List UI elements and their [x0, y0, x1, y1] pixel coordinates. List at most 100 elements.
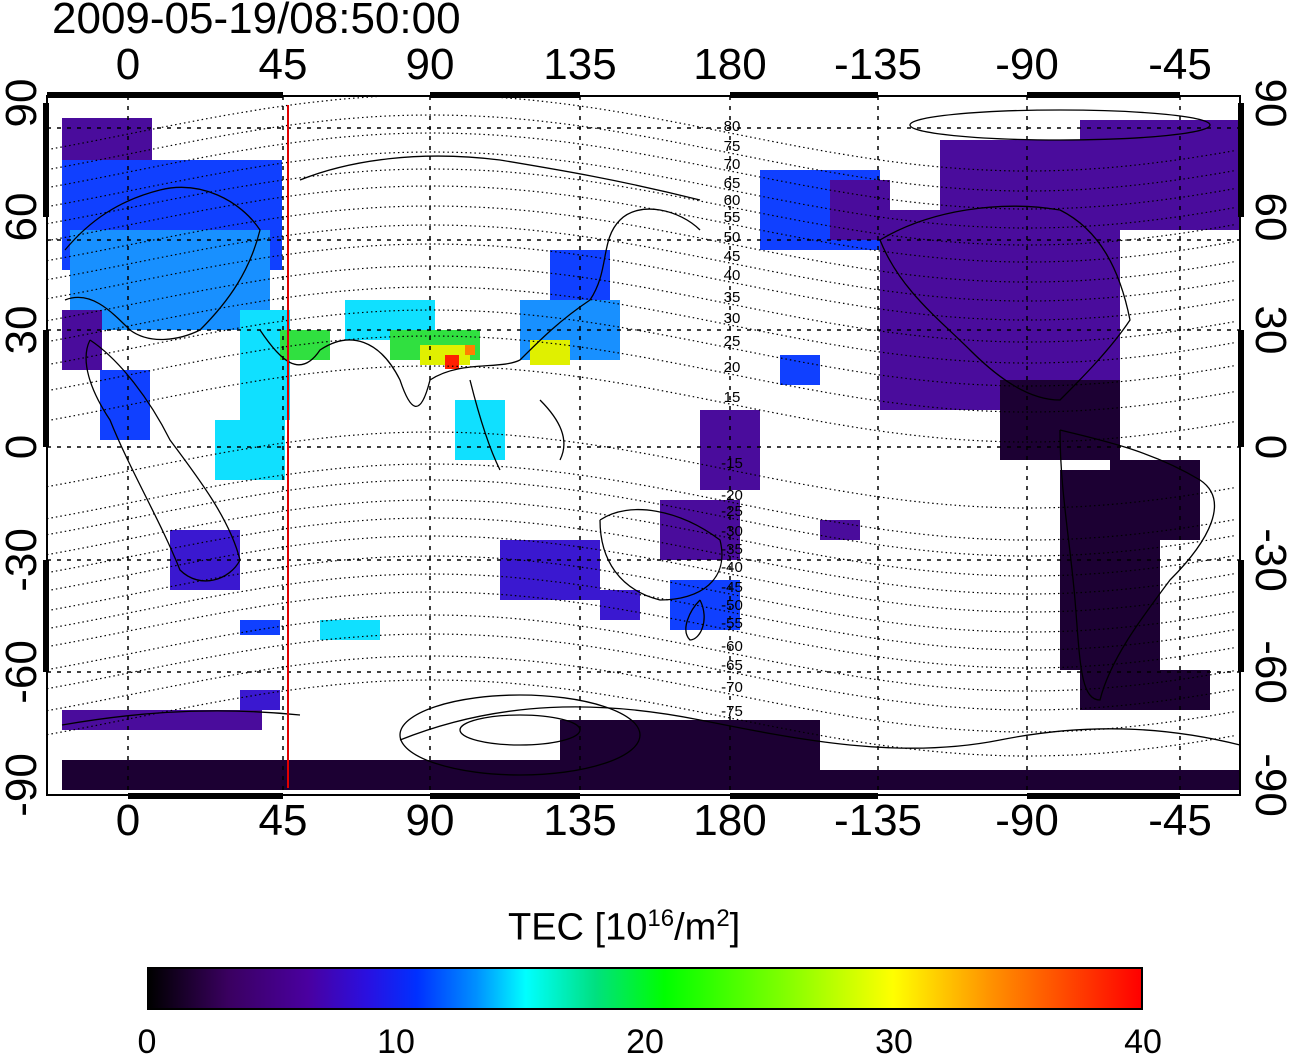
- magnetic-latitude-label: -35: [721, 541, 743, 558]
- magnetic-latitude-label: 30: [724, 310, 741, 327]
- lon-tick-label: -45: [1148, 796, 1212, 845]
- tec-cell: [1110, 460, 1200, 540]
- lon-tick-label: 90: [405, 796, 455, 845]
- magnetic-contour: [46, 479, 1236, 557]
- tec-data-cells: [62, 118, 1240, 790]
- pole-contour: [909, 109, 1211, 141]
- lon-tick-label: 0: [115, 40, 141, 89]
- magnetic-contour: [46, 309, 1236, 387]
- magnetic-latitude-label: 40: [724, 267, 741, 284]
- magnetic-contour: [46, 185, 1236, 263]
- tec-cell: [1080, 670, 1210, 710]
- frame-bar: [730, 92, 878, 98]
- magnetic-contour: [46, 114, 1236, 192]
- lat-tick-label: 60: [1246, 192, 1292, 242]
- lat-tick-label: 0: [1246, 434, 1292, 460]
- magnetic-contour: [46, 132, 1236, 210]
- magnetic-contour: [46, 517, 1236, 595]
- tec-cell: [215, 420, 285, 480]
- magnetic-contour: [46, 151, 1236, 229]
- colorbar-title-exponent: 16: [647, 905, 675, 932]
- colorbar-title-text: TEC [10: [508, 906, 648, 949]
- lat-tick-label: -60: [1246, 640, 1292, 704]
- lat-tick-label: 90: [0, 78, 46, 128]
- map-grid: [47, 96, 1240, 795]
- frame-bar: [1238, 330, 1244, 447]
- magnetic-latitude-label: 80: [724, 118, 741, 135]
- colorbar-tick-label: 30: [875, 1023, 913, 1061]
- tec-cell: [240, 690, 280, 710]
- tec-cell: [62, 710, 262, 730]
- lat-tick-label: -30: [1246, 528, 1292, 592]
- frame-bar: [47, 92, 128, 98]
- magnetic-latitude-label: -60: [721, 638, 743, 655]
- magnetic-latitude-label: -25: [721, 503, 743, 520]
- tec-cell: [320, 620, 380, 640]
- lat-tick-label: -60: [0, 640, 46, 704]
- tec-cell: [780, 355, 820, 385]
- colorbar-title: TEC [1016/m2]: [508, 905, 740, 950]
- colorbar-tick-label: 40: [1124, 1023, 1162, 1061]
- lon-tick-label: 90: [405, 40, 455, 89]
- lat-tick-label: 30: [0, 305, 46, 355]
- magnetic-latitude-label: 15: [724, 389, 741, 406]
- magnetic-contour: [46, 535, 1236, 613]
- magnetic-contour: [46, 243, 1236, 321]
- tec-cell: [455, 400, 505, 460]
- magnetic-contour: [46, 265, 1236, 343]
- magnetic-latitude-label: 20: [724, 359, 741, 376]
- coastlines: [61, 155, 1241, 749]
- pole-contour: [399, 694, 641, 776]
- magnetic-contour: [46, 633, 1236, 711]
- magnetic-contour: [46, 679, 1236, 757]
- frame-bar: [1238, 560, 1244, 672]
- lon-tick-label: -45: [1148, 40, 1212, 89]
- lon-tick-label: 180: [693, 40, 767, 89]
- lat-tick-label: 60: [0, 192, 46, 242]
- frame-bar: [128, 92, 283, 98]
- magnetic-latitude-label: -30: [721, 523, 743, 540]
- map-timestamp-title: 2009-05-19/08:50:00: [52, 0, 461, 43]
- magnetic-contour: [46, 365, 1236, 443]
- pole-contour: [459, 714, 581, 746]
- tec-cell: [62, 310, 102, 370]
- magnetic-latitude-label: -70: [721, 679, 743, 696]
- lon-tick-label: 135: [543, 796, 617, 845]
- magnetic-latitude-label: -40: [721, 559, 743, 576]
- magnetic-latitude-label: -15: [721, 455, 743, 472]
- tec-cell: [240, 620, 280, 635]
- magnetic-contour: [46, 335, 1236, 413]
- magnetic-contour: [46, 655, 1236, 733]
- colorbar-title-exponent2: 2: [716, 905, 730, 932]
- magnetic-latitude-label: -20: [721, 487, 743, 504]
- magnetic-latitude-label: -50: [721, 597, 743, 614]
- magnetic-contour: [46, 286, 1236, 364]
- tec-cell: [600, 590, 640, 620]
- lon-tick-label: -90: [995, 796, 1059, 845]
- lon-tick-label: -135: [833, 40, 923, 89]
- colorbar-title-end: ]: [729, 906, 741, 949]
- tec-cell: [70, 230, 270, 330]
- frame-bar: [43, 330, 49, 447]
- tec-cell: [445, 355, 459, 369]
- magnetic-contour: [46, 168, 1236, 246]
- magnetic-latitude-label: 60: [724, 192, 741, 209]
- magnetic-contour: [46, 95, 1236, 172]
- magnetic-latitude-label: 65: [724, 175, 741, 192]
- magnetic-latitude-label: -65: [721, 657, 743, 674]
- frame-bar: [1027, 92, 1180, 98]
- colorbar-tick-label: 10: [377, 1023, 415, 1061]
- lon-tick-label: 45: [258, 40, 308, 89]
- magnetic-latitude-contours: [46, 95, 1236, 776]
- lat-tick-label: -90: [1246, 753, 1292, 817]
- magnetic-contour: [46, 463, 1236, 541]
- lon-tick-label: 135: [543, 40, 617, 89]
- tec-cell: [660, 500, 740, 560]
- magnetic-contour: [46, 614, 1236, 692]
- frame-bar: [430, 92, 580, 98]
- colorbar-tick-label: 0: [137, 1023, 157, 1061]
- magnetic-latitude-label: -75: [721, 703, 743, 720]
- tec-cell: [640, 770, 1240, 790]
- lon-tick-label: -90: [995, 40, 1059, 89]
